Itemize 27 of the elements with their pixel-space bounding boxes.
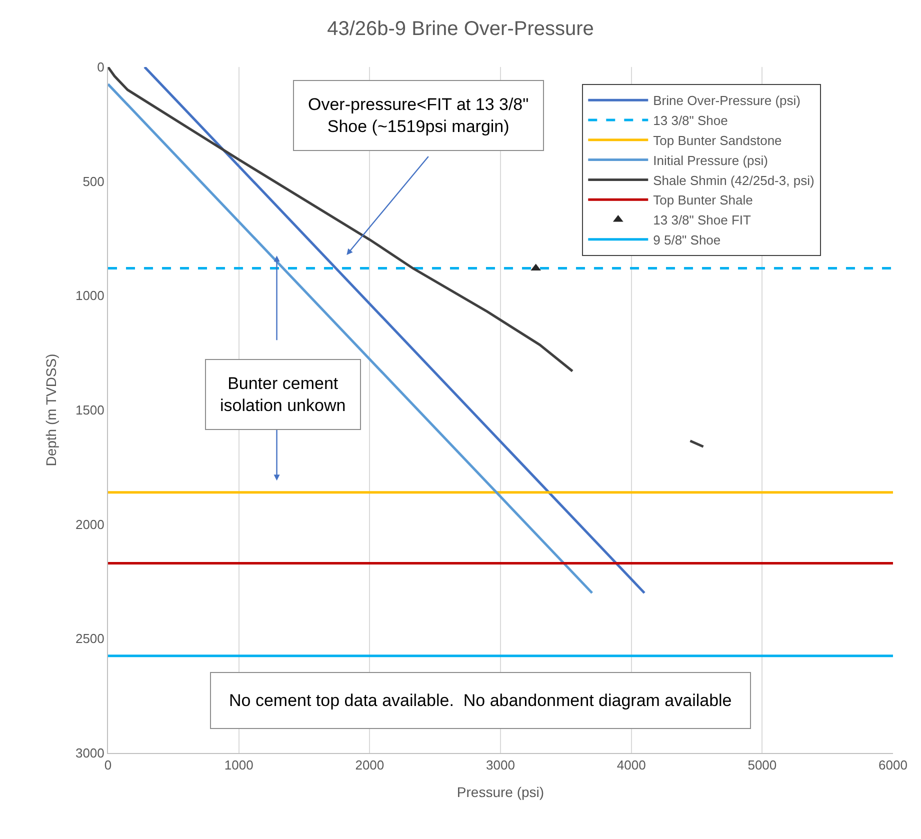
legend-label: 9 5/8" Shoe xyxy=(653,232,721,248)
y-axis-title: Depth (m TVDSS) xyxy=(43,354,60,466)
legend-label: Top Bunter Sandstone xyxy=(653,132,782,148)
y-tick-label: 0 xyxy=(97,60,104,75)
legend-label: Top Bunter Shale xyxy=(653,192,753,208)
x-tick-label: 6000 xyxy=(878,758,908,773)
annotation: Bunter cement isolation unkown xyxy=(220,374,346,416)
legend-label: 13 3/8" Shoe FIT xyxy=(653,212,752,228)
annotation: Over-pressure<FIT at 13 3/8" Shoe (~1519psi margin) xyxy=(308,95,529,136)
y-tick-label: 500 xyxy=(82,174,104,189)
legend-label: 13 3/8" Shoe xyxy=(653,113,728,128)
x-tick-label: 4000 xyxy=(616,758,646,773)
chart-title: 43/26b-9 Brine Over-Pressure xyxy=(327,18,594,40)
x-tick-label: 2000 xyxy=(355,758,384,773)
x-tick-label: 3000 xyxy=(486,758,515,773)
legend-label: Initial Pressure (psi) xyxy=(653,152,768,168)
x-tick-label: 5000 xyxy=(748,758,777,773)
y-tick-label: 1000 xyxy=(75,288,104,304)
y-tick-label: 1500 xyxy=(75,402,104,418)
y-tick-label: 2500 xyxy=(75,631,104,646)
annotation: No cement top data available. No abandonment diagram available xyxy=(229,691,732,710)
legend-label: Brine Over-Pressure (psi) xyxy=(653,93,801,108)
x-tick-label: 1000 xyxy=(224,758,254,773)
y-tick-label: 2000 xyxy=(75,516,104,532)
y-tick-label: 3000 xyxy=(75,746,104,761)
x-axis-title: Pressure (psi) xyxy=(456,784,544,800)
legend-label: Shale Shmin (42/25d-3, psi) xyxy=(653,172,814,188)
